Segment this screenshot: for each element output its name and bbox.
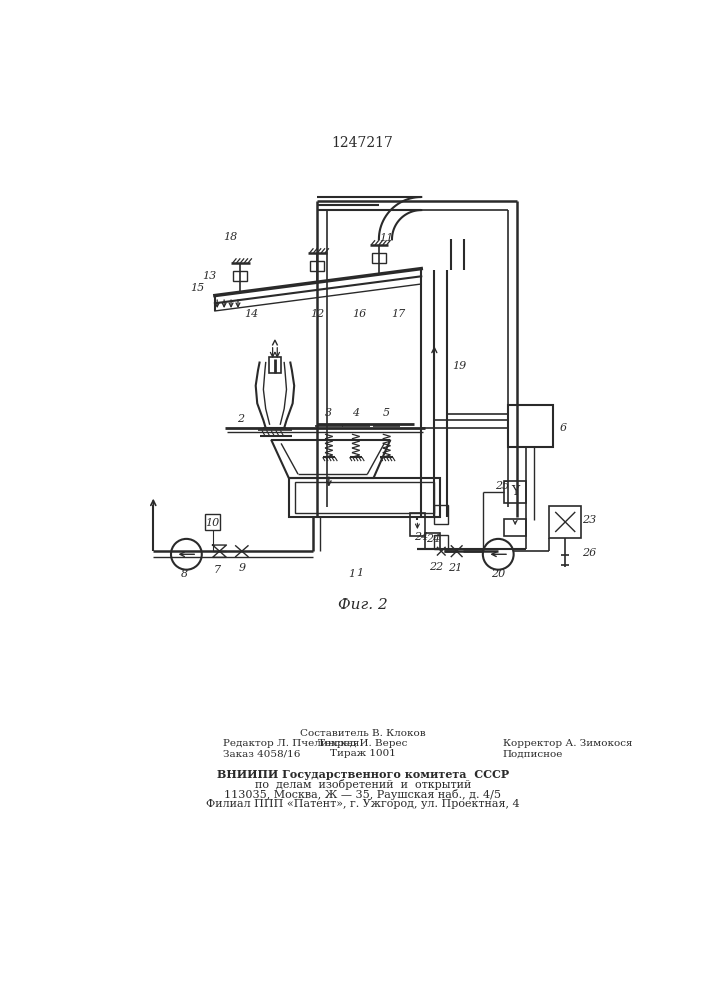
Text: Фиг. 2: Фиг. 2: [338, 598, 387, 612]
Text: 9: 9: [238, 563, 245, 573]
Text: Редактор Л. Пчелинская: Редактор Л. Пчелинская: [223, 739, 359, 748]
Text: 17: 17: [391, 309, 405, 319]
Text: Техред И. Верес: Техред И. Верес: [318, 739, 407, 748]
Text: Тираж 1001: Тираж 1001: [329, 749, 396, 758]
Text: 4: 4: [352, 408, 359, 418]
Text: 113035, Москва, Ж — 35, Раушская наб., д. 4/5: 113035, Москва, Ж — 35, Раушская наб., д…: [224, 789, 501, 800]
Text: 15: 15: [190, 283, 204, 293]
Text: 13: 13: [202, 271, 216, 281]
Bar: [434, 505, 448, 524]
Text: 2: 2: [237, 414, 244, 424]
Bar: [288, 478, 440, 517]
Text: 19: 19: [452, 361, 467, 371]
Text: 26: 26: [582, 548, 596, 558]
Text: 16: 16: [353, 309, 367, 319]
Text: 10: 10: [205, 518, 219, 528]
Bar: [372, 253, 386, 263]
Bar: [434, 535, 448, 549]
Text: ВНИИПИ Государственного комитета  СССР: ВНИИПИ Государственного комитета СССР: [216, 769, 509, 780]
Text: 7: 7: [214, 565, 221, 575]
Bar: [425, 533, 440, 549]
Bar: [233, 271, 247, 281]
Text: 23: 23: [582, 515, 596, 525]
Text: 12: 12: [310, 309, 325, 319]
Bar: [409, 513, 425, 536]
Text: по  делам  изобретений  и  открытий: по делам изобретений и открытий: [255, 779, 471, 790]
Text: 5: 5: [383, 408, 390, 418]
Text: 3: 3: [325, 408, 332, 418]
Text: Y: Y: [511, 485, 520, 498]
Text: 24: 24: [414, 532, 428, 542]
Text: Заказ 4058/16: Заказ 4058/16: [223, 749, 300, 758]
Bar: [205, 514, 221, 530]
Bar: [504, 481, 526, 503]
Text: 20: 20: [491, 569, 506, 579]
Bar: [504, 519, 526, 536]
Text: 24: 24: [426, 534, 440, 544]
Bar: [295, 482, 434, 513]
Text: Подписное: Подписное: [503, 749, 563, 758]
Text: 22: 22: [430, 562, 444, 572]
Text: 6: 6: [559, 423, 566, 433]
Text: 1247217: 1247217: [332, 136, 394, 150]
Text: 1: 1: [349, 569, 356, 579]
Text: Филиал ППП «Патент», г. Ужгород, ул. Проектная, 4: Филиал ППП «Патент», г. Ужгород, ул. Про…: [206, 799, 520, 809]
Bar: [269, 357, 281, 373]
Text: Корректор А. Зимокося: Корректор А. Зимокося: [503, 739, 632, 748]
Text: 18: 18: [223, 232, 238, 242]
Bar: [508, 405, 553, 447]
Text: 21: 21: [448, 563, 462, 573]
Text: 14: 14: [245, 309, 259, 319]
Text: 1: 1: [356, 568, 363, 578]
Text: 8: 8: [180, 569, 187, 579]
Bar: [310, 261, 325, 271]
Bar: [549, 506, 581, 538]
Text: 11: 11: [380, 233, 394, 243]
Text: 25: 25: [495, 481, 509, 491]
Text: Составитель В. Клоков: Составитель В. Клоков: [300, 729, 426, 738]
